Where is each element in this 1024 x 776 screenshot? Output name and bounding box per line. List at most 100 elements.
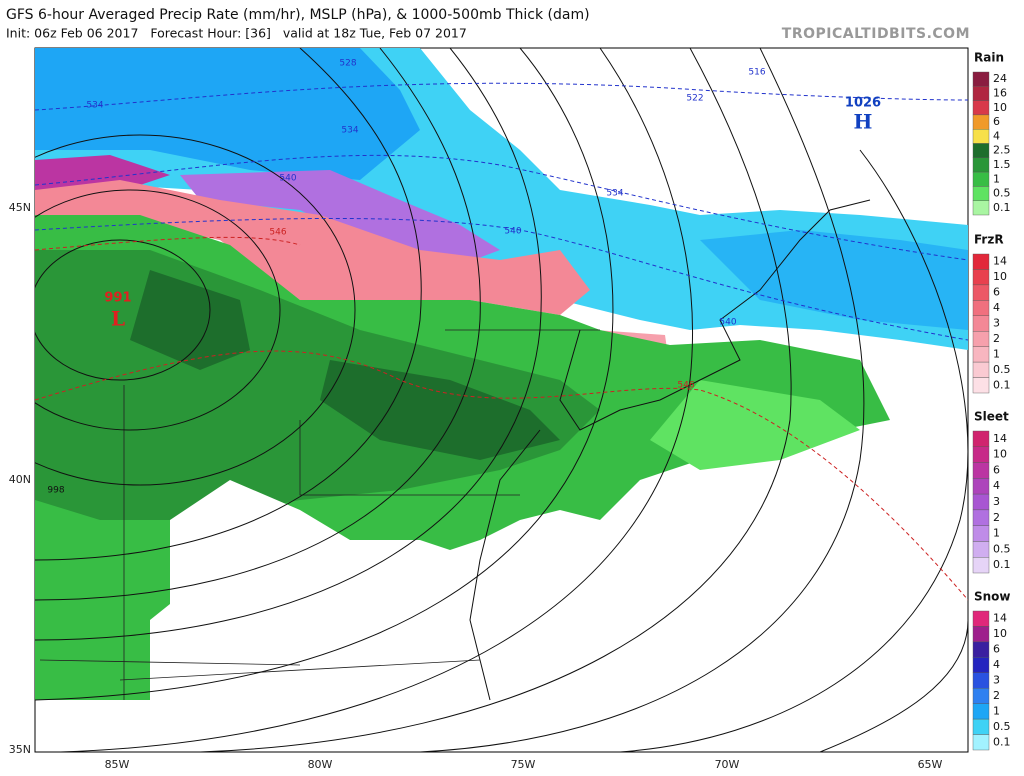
legend-swatch [972,200,990,216]
legend-swatch [972,269,990,286]
legend-label: 1 [993,704,1000,717]
legend-label: 16 [993,86,1007,99]
thickness-label: 522 [686,94,703,104]
sleet-region [180,170,500,265]
legend-swatch [972,143,990,159]
legend-label: 1 [993,172,1000,185]
legend-swatch [972,171,990,187]
lon-label: 80W [308,758,333,771]
legend-label: 4 [993,479,1000,492]
legend-swatch [972,557,990,574]
legend-label: 0.5 [993,363,1011,376]
high-value: 1026 [845,96,881,111]
legend-label: 1 [993,347,1000,360]
legend-label: 6 [993,115,1000,128]
legend-swatch [972,688,990,704]
legend-label: 0.1 [993,378,1011,391]
legend-swatch [972,509,990,526]
legend-swatch [972,626,990,643]
legend-label: 4 [993,301,1000,314]
legend-swatch [972,462,990,479]
legend-swatch [972,71,990,87]
legend-label: 4 [993,129,1000,142]
lat-label: 40N [9,473,31,486]
legend-label: 6 [993,463,1000,476]
thickness-label: 540 [279,174,296,184]
source: TROPICALTIDBITS.COM [782,26,970,42]
legend-swatch [972,734,990,751]
isobars [35,48,968,752]
coastline [469,199,871,701]
legend-swatch [972,128,990,144]
thickness-label: 534 [606,189,623,199]
frzr-region [35,180,590,315]
legend-label: 1.5 [993,158,1011,171]
lon-label: 70W [715,758,740,771]
legend-title: Snow [974,590,1011,604]
legend-swatch [972,100,990,116]
legend-swatch [972,641,990,658]
legend-title: FrzR [974,233,1004,247]
legend-swatch [972,157,990,173]
legend-label: 0.1 [993,558,1011,571]
lat-label: 35N [9,743,31,756]
legend: Rain241610642.51.510.50.1FrzR1410643210.… [972,51,1011,751]
map [34,47,969,753]
legend-swatch [972,284,990,301]
legend-label: 0.1 [993,201,1011,214]
thickness-lines [35,82,968,601]
legend-label: 24 [993,72,1007,85]
lon-label: 75W [511,758,536,771]
legend-label: 0.1 [993,735,1011,748]
legend-swatch [972,610,990,627]
legend-label: 6 [993,286,1000,299]
legend-label: 6 [993,643,1000,656]
legend-label: 10 [993,627,1007,640]
legend-swatch [972,525,990,542]
thickness-label: 546 [269,228,286,238]
legend-label: 2 [993,511,1000,524]
legend-swatch [972,718,990,735]
thickness-label: 540 [719,318,736,328]
legend-swatch [972,657,990,673]
lat-label: 45N [9,201,31,214]
borders [39,329,600,700]
snow-heavier [35,48,420,180]
legend-label: 2.5 [993,144,1011,157]
legend-swatch [972,361,990,378]
legend-swatch [972,253,990,270]
thickness-label: 528 [339,59,356,69]
legend-title: Sleet [974,410,1009,424]
low-symbol: L [111,307,125,331]
legend-label: 10 [993,448,1007,461]
legend-swatch [972,478,990,495]
legend-swatch [972,346,990,363]
legend-label: 3 [993,317,1000,330]
legend-swatch [972,493,990,511]
legend-label: 14 [993,255,1007,268]
dry-area [170,480,480,720]
legend-swatch [972,86,990,101]
legend-swatch [972,186,990,201]
title: GFS 6-hour Averaged Precip Rate (mm/hr),… [6,7,590,23]
legend-swatch [972,430,990,447]
legend-swatch [972,541,990,558]
legend-swatch [972,446,990,463]
legend-label: 4 [993,658,1000,671]
legend-title: Rain [974,51,1004,65]
high-symbol: H [854,110,873,134]
pressure-label: 998 [47,486,64,496]
legend-swatch [972,114,990,130]
low-value: 991 [104,291,131,306]
thickness-label: 534 [86,101,103,111]
lon-label: 65W [918,758,943,771]
legend-label: 14 [993,612,1007,625]
rain-heavy [130,270,560,460]
legend-label: 10 [993,270,1007,283]
snow-heavier-east [700,230,968,330]
thickness-label: 534 [341,126,358,136]
legend-label: 0.5 [993,542,1011,555]
legend-label: 0.5 [993,187,1011,200]
